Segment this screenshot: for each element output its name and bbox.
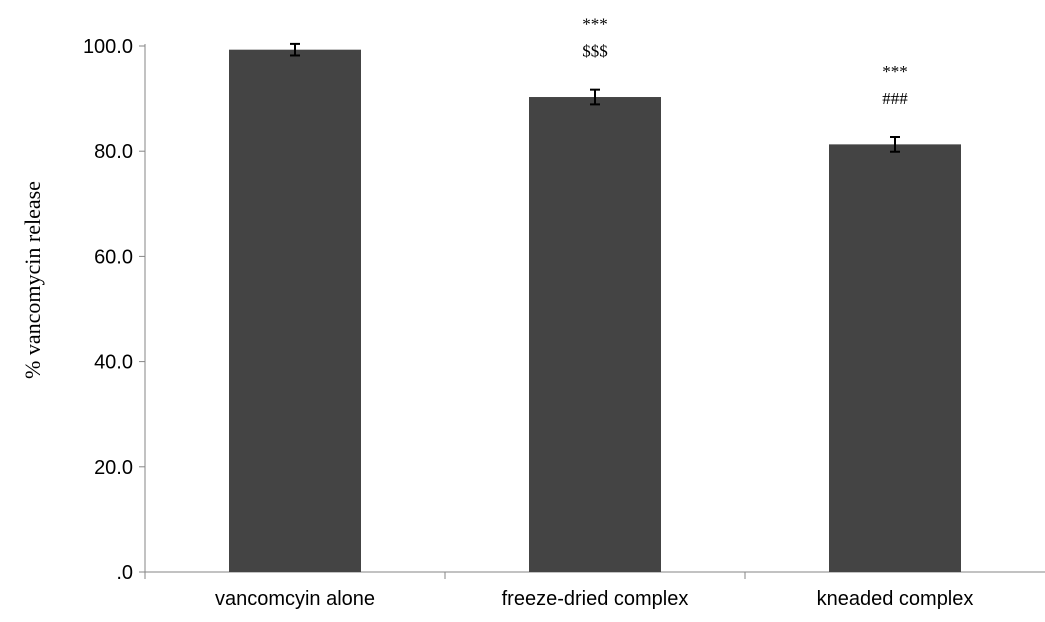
bar-2 (529, 97, 661, 572)
bar-1 (229, 49, 361, 572)
significance-label: *** (882, 62, 908, 81)
bars: *** $$$ *** ### (229, 15, 961, 572)
y-tick-label: 20.0 (94, 457, 133, 479)
y-axis-title: % vancomycin release (20, 181, 45, 379)
y-tick-label: 60.0 (94, 246, 133, 268)
y-tick-label: .0 (116, 562, 133, 584)
category-label: vancomcyin alone (215, 588, 375, 610)
significance-label: *** (582, 15, 608, 34)
category-label: kneaded complex (817, 588, 974, 610)
y-axis: .0 20.0 40.0 60.0 80.0 100.0 (83, 36, 146, 584)
category-labels: vancomcyin alone freeze-dried complex knea… (215, 588, 973, 610)
significance-label: ### (882, 89, 908, 108)
significance-label: $$$ (582, 42, 608, 61)
bar-3 (829, 144, 961, 572)
category-label: freeze-dried complex (502, 588, 689, 610)
y-tick-label: 100.0 (83, 36, 133, 58)
x-axis (144, 571, 1045, 579)
y-tick-label: 80.0 (94, 141, 133, 163)
y-tick-label: 40.0 (94, 352, 133, 374)
